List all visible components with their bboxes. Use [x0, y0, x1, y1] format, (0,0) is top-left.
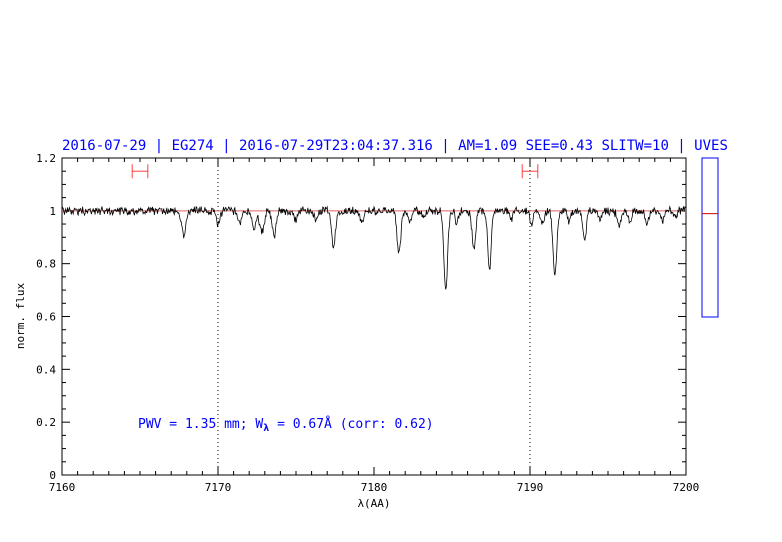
x-tick-label: 7160 [49, 481, 76, 494]
pwv-text: PWV = 1.35 mm; W [138, 417, 263, 432]
side-indicator [701, 157, 719, 318]
y-tick-label: 0.6 [36, 311, 56, 324]
y-tick-label: 1.2 [36, 152, 56, 165]
x-tick-label: 7180 [361, 481, 388, 494]
x-tick-label: 7200 [673, 481, 700, 494]
chart-title: 2016-07-29 | EG274 | 2016-07-29T23:04:37… [62, 138, 728, 154]
side-indicator-box [701, 157, 719, 318]
label-layer: λ(AA) norm. flux PWV = 1.35 mm; Wλ = 0.6… [14, 283, 434, 510]
x-axis-label: λ(AA) [357, 497, 390, 510]
data-layer [61, 158, 687, 475]
x-tick-label: 7170 [205, 481, 232, 494]
pwv-annotation: PWV = 1.35 mm; Wλ = 0.67Å (corr: 0.62) [138, 416, 434, 434]
interval-marker [131, 164, 149, 179]
spectrum-line [61, 205, 687, 290]
interval-marker [521, 164, 539, 179]
y-tick-label: 1 [49, 205, 56, 218]
y-tick-label: 0.2 [36, 416, 56, 429]
pwv-subscript: λ [263, 423, 269, 434]
y-tick-label: 0.8 [36, 258, 56, 271]
x-tick-label: 7190 [517, 481, 544, 494]
axis-layer: 7160 7170 7180 7190 7200 0 0.2 0.4 0.6 0.8 1 1.2 [36, 152, 699, 494]
pwv-equals-text: = 0.67Å (corr: 0.62) [269, 416, 433, 432]
y-axis-label: norm. flux [14, 283, 27, 350]
y-tick-label: 0.4 [36, 363, 56, 376]
y-tick-label: 0 [49, 469, 56, 482]
